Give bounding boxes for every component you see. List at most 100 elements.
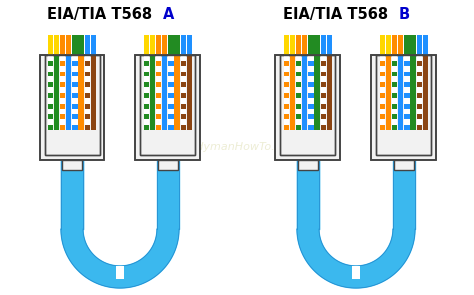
Bar (181, 93, 186, 98)
Bar (45, 55, 100, 155)
Bar (156, 125, 161, 130)
Bar (392, 114, 397, 119)
Bar (404, 104, 410, 109)
Bar (60, 114, 65, 119)
Bar (181, 104, 186, 109)
Bar (410, 55, 416, 130)
Text: EIA/TIA T568: EIA/TIA T568 (47, 7, 153, 22)
Bar (150, 55, 155, 130)
Bar (47, 125, 53, 130)
Bar (144, 72, 149, 76)
Bar (404, 82, 410, 87)
Bar (60, 104, 65, 109)
Bar (187, 35, 192, 55)
Bar (174, 55, 180, 130)
Bar (73, 82, 78, 87)
Bar (168, 61, 173, 66)
Bar (386, 35, 391, 55)
Bar (321, 72, 326, 76)
Bar (91, 55, 96, 130)
Bar (168, 114, 173, 119)
Bar (47, 114, 53, 119)
Bar (308, 72, 314, 76)
Bar (156, 114, 161, 119)
Bar (168, 104, 173, 109)
Bar (398, 35, 403, 55)
Bar (298, 160, 318, 170)
Bar (290, 55, 295, 130)
Bar (404, 72, 410, 76)
Bar (417, 82, 422, 87)
Bar (380, 114, 385, 119)
Bar (386, 55, 391, 130)
Bar (181, 55, 186, 130)
Bar (321, 93, 326, 98)
Bar (63, 160, 82, 170)
Bar (39, 55, 104, 160)
Bar (372, 55, 437, 160)
Bar (423, 35, 428, 55)
Bar (308, 82, 314, 87)
Bar (404, 93, 410, 98)
Bar (302, 55, 307, 130)
Bar (392, 82, 397, 87)
Bar (91, 35, 96, 55)
Bar (417, 93, 422, 98)
Bar (85, 104, 90, 109)
Bar (417, 61, 422, 66)
Bar (404, 125, 410, 130)
Bar (162, 55, 167, 130)
Bar (290, 35, 295, 55)
Bar (168, 55, 173, 130)
Bar (380, 93, 385, 98)
Bar (144, 93, 149, 98)
Bar (380, 104, 385, 109)
Bar (376, 55, 431, 155)
Bar (296, 55, 301, 130)
Bar (85, 82, 90, 87)
Text: A: A (163, 7, 174, 22)
Bar (174, 35, 180, 55)
Bar (321, 125, 326, 130)
Bar (296, 35, 301, 55)
Bar (47, 35, 53, 55)
Bar (144, 35, 149, 55)
Bar (60, 93, 65, 98)
Bar (140, 55, 195, 155)
Bar (417, 104, 422, 109)
Bar (392, 104, 397, 109)
Bar (404, 55, 410, 130)
Bar (140, 55, 195, 155)
Bar (168, 125, 173, 130)
Bar (47, 104, 53, 109)
Text: B: B (399, 7, 410, 22)
Bar (158, 160, 178, 170)
Bar (321, 82, 326, 87)
Bar (79, 55, 84, 130)
Text: HandymanHowTo.com: HandymanHowTo.com (175, 142, 299, 152)
Bar (314, 35, 320, 55)
Bar (168, 35, 173, 55)
Bar (39, 55, 104, 160)
Bar (73, 55, 78, 130)
Bar (144, 82, 149, 87)
Bar (47, 55, 53, 130)
Bar (380, 82, 385, 87)
Bar (85, 93, 90, 98)
Bar (417, 72, 422, 76)
Bar (308, 114, 314, 119)
Bar (136, 55, 201, 160)
Bar (296, 114, 301, 119)
Bar (144, 114, 149, 119)
Bar (116, 266, 124, 279)
Bar (392, 93, 397, 98)
Bar (60, 35, 65, 55)
Bar (181, 125, 186, 130)
Bar (404, 35, 410, 55)
Bar (392, 55, 397, 130)
Bar (54, 55, 59, 130)
Bar (73, 114, 78, 119)
Bar (283, 55, 289, 130)
Bar (85, 35, 90, 55)
Bar (283, 125, 289, 130)
